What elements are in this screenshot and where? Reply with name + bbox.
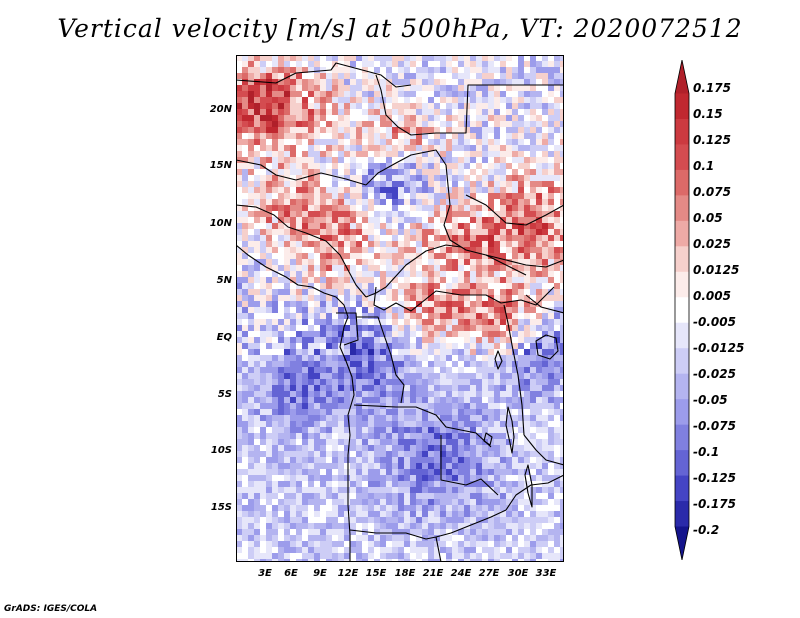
border-botswana	[435, 536, 442, 562]
lon-label: 21E	[422, 568, 444, 579]
border-chad-sudan	[443, 164, 527, 276]
colorbar-label: 0.125	[693, 133, 731, 147]
border-drc-south	[353, 404, 492, 448]
colorbar-label: -0.005	[693, 315, 736, 329]
map-panel	[236, 55, 564, 562]
lon-label: 9E	[313, 568, 327, 579]
colorbar-swatch	[675, 195, 689, 222]
colorbar-label: -0.05	[693, 393, 728, 407]
colorbar-swatch	[675, 220, 689, 247]
border-ethiopia	[465, 194, 564, 226]
grads-credit: GrADS: IGES/COLA	[4, 604, 98, 614]
colorbar-outline	[674, 60, 690, 560]
border-ethiopia-2	[485, 254, 564, 268]
lon-label: 3E	[258, 568, 272, 579]
vertical-velocity-map	[236, 55, 564, 562]
lat-label: EQ	[216, 332, 232, 343]
lat-label: 15N	[209, 160, 232, 171]
colorbar-label: 0.0125	[693, 263, 740, 277]
colorbar-label: 0.005	[693, 289, 731, 303]
lon-label: 15E	[365, 568, 387, 579]
colorbar-swatch	[675, 450, 689, 477]
border-cameroon-car	[365, 244, 462, 298]
lon-label: 33E	[535, 568, 557, 579]
colorbar-label: -0.075	[693, 419, 736, 433]
lat-label: 20N	[209, 104, 232, 115]
coastline-west-africa	[236, 244, 355, 562]
lat-label: 10S	[210, 445, 232, 456]
lon-label: 27E	[478, 568, 500, 579]
border-north-1	[236, 62, 412, 88]
country-borders	[236, 62, 564, 562]
colorbar-label: 0.05	[693, 211, 723, 225]
colorbar	[674, 60, 690, 560]
colorbar-swatch	[675, 271, 689, 298]
map-frame	[236, 55, 564, 562]
lon-label: 18E	[394, 568, 416, 579]
colorbar-label: -0.025	[693, 367, 736, 381]
colorbar-label: -0.2	[693, 523, 720, 537]
colorbar-label: -0.1	[693, 445, 720, 459]
border-drc-east	[503, 304, 525, 436]
border-kenya	[525, 294, 564, 314]
border-angola-south	[349, 529, 437, 540]
colorbar-label: 0.075	[693, 185, 731, 199]
border-libya-sudan	[375, 74, 564, 136]
colorbar-swatch	[675, 322, 689, 349]
colorbar-swatch	[675, 348, 689, 375]
colorbar-swatch	[675, 501, 689, 528]
border-nigeria-cameroon	[236, 204, 367, 298]
colorbar-label: 0.175	[693, 81, 731, 95]
colorbar-swatch	[675, 144, 689, 171]
lon-label: 30E	[507, 568, 529, 579]
lake-tanganyika	[505, 406, 515, 454]
map-title: Vertical velocity [m/s] at 500hPa, VT: 2…	[57, 14, 743, 43]
colorbar-swatch	[675, 93, 689, 120]
border-mozambique	[505, 474, 564, 511]
colorbar-label: 0.1	[693, 159, 715, 173]
border-car-drc	[373, 286, 555, 312]
colorbar-swatch	[675, 246, 689, 273]
colorbar-swatch	[675, 475, 689, 502]
border-zambia-south	[435, 509, 507, 538]
lake-mweru	[483, 432, 493, 446]
colorbar-swatch	[675, 169, 689, 196]
colorbar-swatch	[675, 399, 689, 426]
colorbar-label: -0.0125	[693, 341, 745, 355]
border-gabon	[336, 312, 359, 346]
lat-label: 5S	[217, 389, 232, 400]
border-mali-niger	[236, 159, 367, 186]
lon-label: 24E	[450, 568, 472, 579]
border-tanzania	[523, 434, 564, 466]
colorbar-label: -0.175	[693, 497, 736, 511]
colorbar-swatch	[675, 60, 689, 94]
lat-label: 5N	[216, 275, 232, 286]
colorbar-swatch	[675, 373, 689, 400]
colorbar-swatch	[675, 118, 689, 145]
lat-label: 15S	[210, 502, 232, 513]
velocity-field	[236, 55, 564, 562]
lon-label: 6E	[284, 568, 298, 579]
lat-label: 10N	[209, 218, 232, 229]
lake-malawi	[524, 464, 533, 508]
colorbar-label: 0.025	[693, 237, 731, 251]
lake-kivu	[494, 350, 503, 370]
lake-victoria	[535, 334, 559, 360]
colorbar-label: -0.125	[693, 471, 736, 485]
colorbar-swatch	[675, 424, 689, 451]
border-congo	[356, 316, 405, 404]
colorbar-swatch	[675, 297, 689, 324]
colorbar-label: 0.15	[693, 107, 723, 121]
border-angola-zambia	[440, 435, 499, 496]
colorbar-swatch	[675, 526, 689, 560]
border-niger-chad	[365, 149, 447, 186]
lon-label: 12E	[337, 568, 359, 579]
